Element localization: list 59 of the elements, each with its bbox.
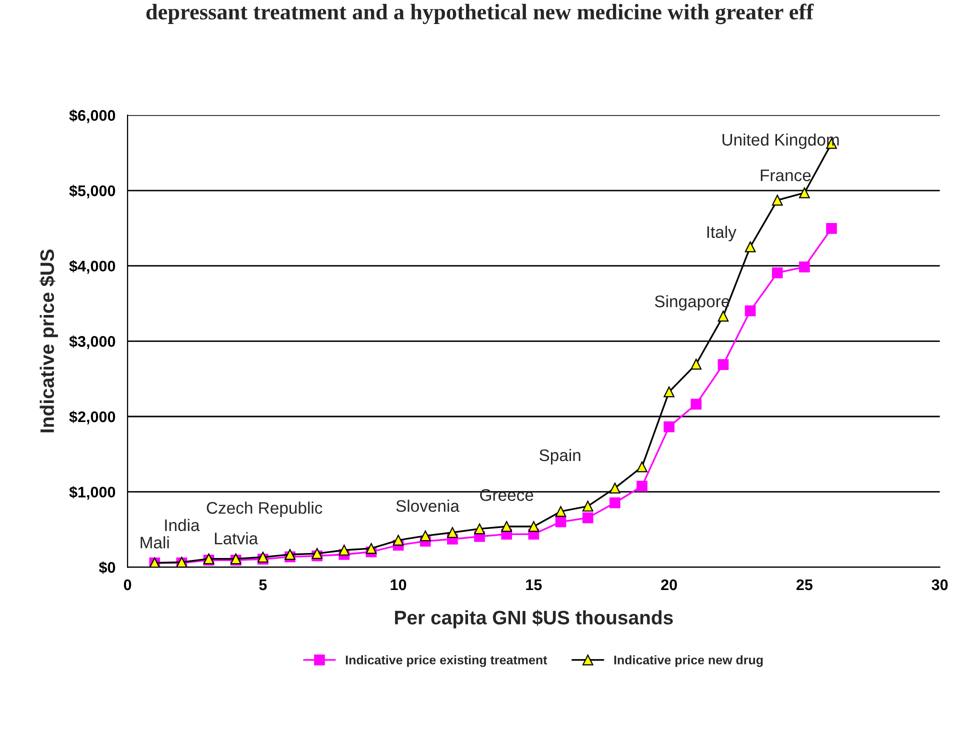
point <box>718 359 729 370</box>
annotation: Mali <box>140 536 169 548</box>
x-tick-label: 30 <box>932 579 948 590</box>
x-tick-label: 10 <box>390 579 406 590</box>
point <box>744 305 756 316</box>
point <box>636 480 648 492</box>
annotation: France <box>760 170 811 182</box>
y-tick-label: $5,000 <box>69 184 116 198</box>
x-tick-label: 20 <box>661 579 677 590</box>
point <box>772 267 783 278</box>
point <box>284 549 296 560</box>
point <box>744 241 756 252</box>
point <box>582 512 594 524</box>
point <box>826 223 837 234</box>
point <box>690 398 702 410</box>
point <box>609 482 620 494</box>
point <box>555 506 566 517</box>
annotation: India <box>165 518 200 532</box>
point <box>555 516 566 528</box>
chart-title: depressant treatment and a hypothetical new medicine with greater eff <box>146 4 814 24</box>
point <box>338 544 350 556</box>
annotation: Latvia <box>214 532 258 544</box>
annotation: Greece <box>480 489 534 501</box>
legend-label: Indicative price new drug <box>614 655 763 667</box>
point <box>447 527 458 538</box>
x-tick-label: 5 <box>259 580 267 590</box>
y-tick-label: $1,000 <box>69 486 116 500</box>
annotation: Slovenia <box>396 500 460 512</box>
point <box>392 534 404 546</box>
point <box>772 194 783 206</box>
point <box>609 497 620 508</box>
legend-label: Indicative price existing treatment <box>346 655 548 667</box>
x-tick-label: 0 <box>124 579 132 590</box>
point <box>636 461 648 472</box>
x-axis-title: Per capita GNI $US thousands <box>395 610 673 628</box>
point <box>799 261 810 272</box>
x-tick-label: 15 <box>526 580 542 590</box>
point <box>501 521 512 532</box>
point <box>420 530 431 542</box>
point <box>690 358 702 370</box>
point <box>664 386 674 398</box>
x-tick-label: 25 <box>796 579 813 590</box>
point <box>474 523 485 534</box>
annotation: Czech Republic <box>206 502 322 518</box>
point <box>582 500 594 512</box>
point <box>799 187 810 198</box>
y-tick-label: $2,000 <box>69 410 116 424</box>
y-tick-label: $6,000 <box>69 109 116 124</box>
y-tick-label: $4,000 <box>69 260 116 274</box>
point <box>312 548 322 559</box>
point <box>528 521 540 532</box>
point <box>718 310 729 322</box>
point <box>366 543 377 554</box>
y-tick-label: $3,000 <box>69 335 116 350</box>
y-axis-title: Indicative price $US <box>39 250 58 432</box>
annotation: Italy <box>707 226 736 242</box>
point <box>664 421 674 432</box>
y-tick-label: $0 <box>98 561 116 574</box>
annotation: Spain <box>540 448 580 464</box>
